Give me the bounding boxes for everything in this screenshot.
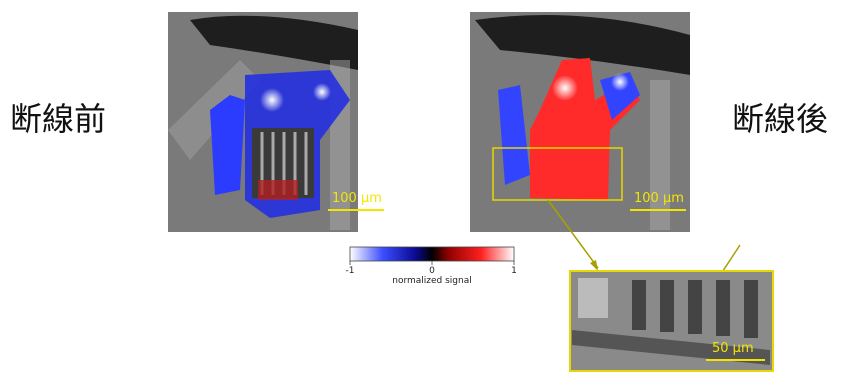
image-inset: 50 μm <box>570 271 773 371</box>
label-before: 断線前 <box>10 100 106 138</box>
colorbar-tick-label: 1 <box>511 266 517 276</box>
label-after: 断線後 <box>732 100 828 138</box>
scale-bar-label: 100 μm <box>332 191 382 206</box>
image-after: 100 μm <box>470 12 690 232</box>
scale-bar-label: 50 μm <box>712 341 754 356</box>
image-before: 100 μm <box>168 12 384 232</box>
colorbar: normalized signal -1 0 1 <box>346 247 517 286</box>
page: 断線前 断線後 100 μm 100 μm <box>0 0 846 373</box>
scale-bar-label: 100 μm <box>634 191 684 206</box>
colorbar-tick-label: 0 <box>429 266 435 276</box>
figure: 断線前 断線後 100 μm 100 μm <box>0 0 846 373</box>
colorbar-tick-label: -1 <box>346 266 355 276</box>
colorbar-label: normalized signal <box>392 276 472 286</box>
